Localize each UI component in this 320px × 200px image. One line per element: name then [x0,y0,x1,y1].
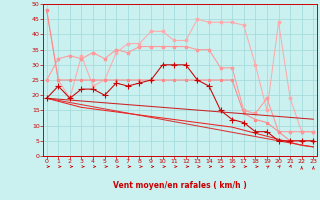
X-axis label: Vent moyen/en rafales ( km/h ): Vent moyen/en rafales ( km/h ) [113,181,247,190]
